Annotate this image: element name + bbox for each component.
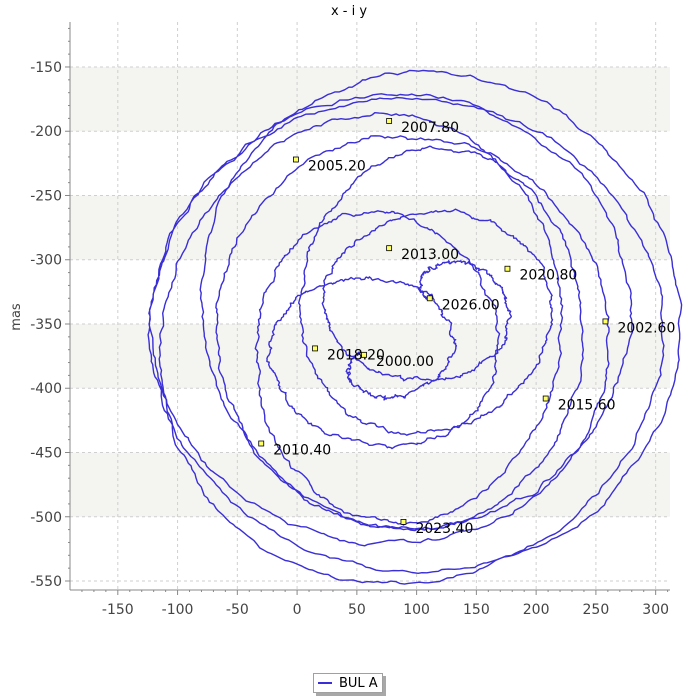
- x-tick-label: 300: [642, 602, 669, 618]
- annotation-marker: [361, 351, 367, 358]
- annotation-marker: [386, 118, 393, 124]
- annotation-label: 2002.60: [617, 320, 675, 336]
- annotation-label: 2015.60: [558, 398, 616, 414]
- annotation-label: 2023.40: [415, 521, 473, 537]
- annotation-label: 2005.20: [308, 159, 366, 175]
- chart-title: x - i y: [331, 4, 367, 19]
- legend-label: BUL A: [339, 675, 378, 691]
- plot-band: [70, 195, 670, 260]
- legend: BUL A: [313, 673, 383, 693]
- annotation-marker: [312, 345, 318, 352]
- annotation-marker: [292, 156, 299, 163]
- x-tick-label: 250: [583, 602, 610, 618]
- series-layer: [147, 69, 683, 585]
- annotation-marker: [386, 245, 393, 252]
- annotation-layer: 2000.00 2002.60 2005.20 2007.80 2010.40 2013.…: [258, 118, 675, 537]
- annotation-marker: [400, 518, 407, 525]
- axes: -150 -100 -50 0 50 100 150 200 250 300-550-500-45…: [30, 22, 670, 618]
- x-tick-label: 200: [523, 602, 550, 618]
- annotation-label: 2010.40: [273, 443, 331, 459]
- annotation-label: 2007.80: [401, 120, 459, 136]
- y-tick-label: -400: [30, 381, 62, 397]
- y-tick-label: -150: [30, 60, 62, 76]
- y-tick-label: -250: [30, 188, 62, 204]
- annotation-label: 2026.00: [442, 297, 500, 313]
- annotation-marker: [426, 295, 433, 302]
- annotation-label: 2000.00: [376, 354, 434, 370]
- annotation-marker: [602, 318, 609, 325]
- x-tick-label: 150: [463, 602, 490, 618]
- plot-band: [70, 323, 670, 389]
- plot-area: [70, 22, 670, 590]
- y-tick-label: -200: [30, 124, 62, 140]
- annotation-marker: [504, 265, 511, 272]
- x-tick-label: -150: [102, 602, 134, 618]
- x-tick-label: 0: [293, 602, 302, 618]
- x-tick-label: -50: [226, 602, 249, 618]
- x-tick-label: -100: [162, 602, 194, 618]
- y-tick-label: -500: [30, 510, 62, 526]
- plot-band: [70, 452, 670, 517]
- annotation-marker: [542, 395, 549, 402]
- y-tick-label: -300: [30, 253, 62, 269]
- annotation-label: 2013.00: [401, 247, 459, 263]
- annotation-label: 2020.80: [519, 268, 577, 284]
- y-axis-label: mas: [9, 303, 24, 331]
- y-tick-label: -350: [30, 317, 62, 333]
- annotation-marker: [258, 440, 265, 447]
- series-line: [147, 69, 683, 585]
- annotation-label: 2018.20: [327, 347, 385, 363]
- plot-band: [70, 66, 670, 132]
- y-tick-label: -450: [30, 445, 62, 461]
- legend-swatch: [318, 682, 332, 684]
- y-tick-label: -550: [30, 574, 62, 590]
- x-tick-label: 100: [403, 602, 430, 618]
- grid: [70, 22, 670, 590]
- x-tick-label: 50: [348, 602, 366, 618]
